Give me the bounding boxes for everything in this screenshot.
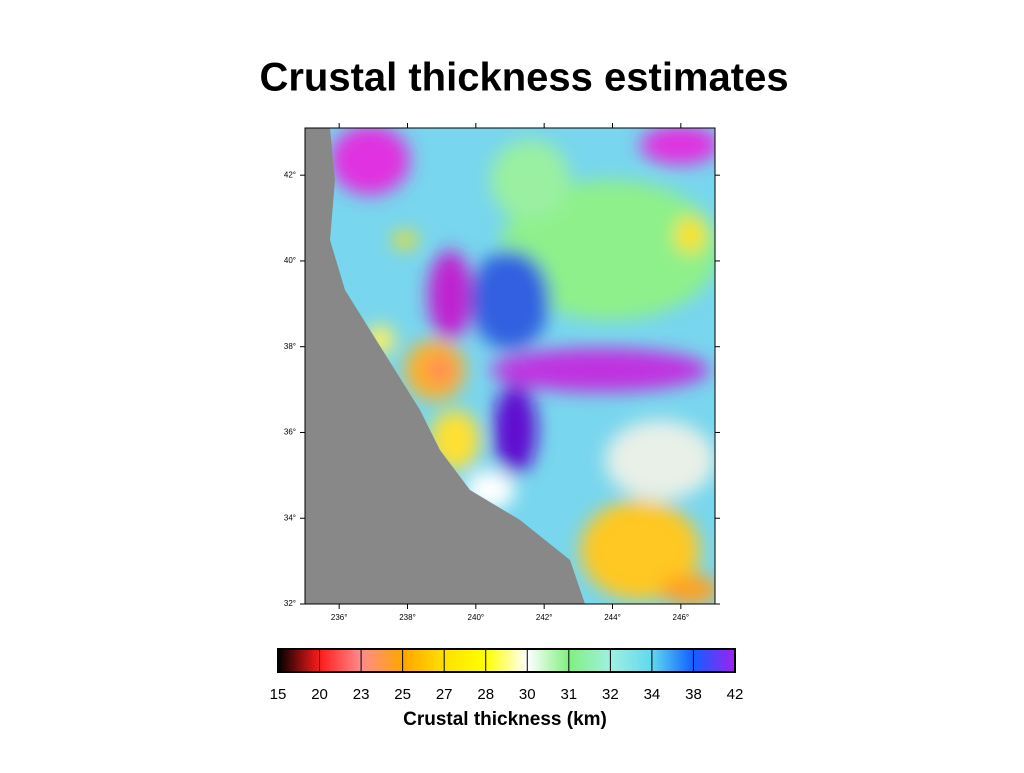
colorbar-tick-label: 30 <box>519 686 536 703</box>
colorbar-tick-label: 28 <box>477 686 494 703</box>
lat-label: 34° <box>284 513 296 522</box>
map-frame <box>304 127 716 605</box>
colorbar-label: Crustal thickness (km) <box>403 709 607 730</box>
colorbar-tick-label: 32 <box>602 686 619 703</box>
colorbar-segment <box>610 649 652 672</box>
lat-label: 42° <box>284 170 296 179</box>
colorbar-segment <box>319 649 362 672</box>
colorbar-tick-label: 20 <box>311 686 328 703</box>
lon-label: 240° <box>468 613 485 622</box>
lat-label: 38° <box>284 342 296 351</box>
colorbar-tick-label: 31 <box>560 686 577 703</box>
colorbar-tick-label: 38 <box>685 686 702 703</box>
map <box>304 127 716 605</box>
colorbar-tick-label: 34 <box>644 686 661 703</box>
lon-label: 246° <box>673 613 690 622</box>
lat-label: 36° <box>284 428 296 437</box>
colorbar-segment <box>485 649 528 672</box>
map-axes: 32° 34° 36° 38° 40° 42° 236° 238° 240° 242° 244° 24… <box>284 123 720 622</box>
colorbar-tick-label: 42 <box>727 686 744 703</box>
lon-label: 238° <box>399 613 416 622</box>
land <box>330 128 715 604</box>
slide-title: Crustal thickness estimates <box>259 56 788 100</box>
colorbar-segment <box>278 649 320 672</box>
colorbar-tick-label: 23 <box>353 686 370 703</box>
colorbar-segment <box>402 649 445 672</box>
colorbar-segment <box>693 649 735 672</box>
colorbar-tick-label: 25 <box>394 686 411 703</box>
lon-label: 242° <box>536 613 553 622</box>
lat-label: 32° <box>284 599 296 608</box>
colorbar-segment <box>361 649 403 672</box>
lon-label: 244° <box>604 613 621 622</box>
lon-label: 236° <box>331 613 348 622</box>
colorbar-tick-label: 15 <box>270 686 287 703</box>
lat-label: 40° <box>284 256 296 265</box>
colorbar-segment <box>444 649 486 672</box>
colorbar: 15 20 23 25 27 28 30 31 32 34 38 42 <box>270 648 744 703</box>
colorbar-tick-label: 27 <box>436 686 453 703</box>
colorbar-segment <box>527 649 569 672</box>
colorbar-segment <box>651 649 694 672</box>
colorbar-segment <box>568 649 611 672</box>
